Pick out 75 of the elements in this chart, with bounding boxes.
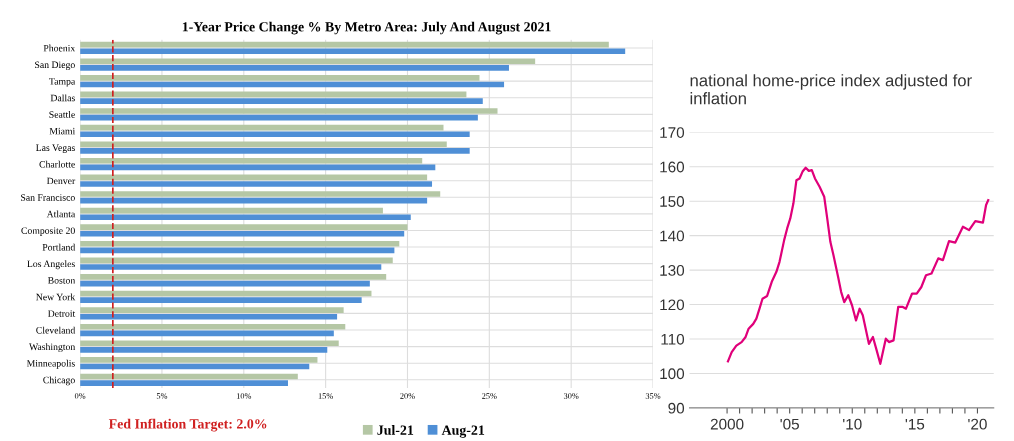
bar [80,230,405,237]
x-tick-label: 15% [318,393,333,399]
x-tick-label: '05 [780,418,799,430]
bar [80,181,433,187]
bar [80,157,423,164]
y-tick-label: Los Angeles [27,260,75,270]
bar [80,347,328,353]
y-tick-label: Seattle [49,110,75,118]
y-tick-label: Minneapolis [26,359,75,369]
bar [80,58,536,65]
y-tick-label: Charlotte [39,160,75,168]
bar [80,141,447,148]
bar [80,75,480,81]
line-series [726,166,990,365]
chart-title: 1-Year Price Change % By Metro Area: July And August 2021 [182,21,551,35]
y-tick-label: 170 [660,127,685,138]
y-tick-label: Las Vegas [36,144,75,153]
y-tick-label: Phoenix [43,44,76,52]
x-tick-label: 35% [645,393,661,399]
y-tick-label: 160 [660,161,685,173]
y-tick-label: San Diego [35,61,75,71]
y-tick-label: 120 [660,299,685,311]
y-tick-label: New York [36,293,76,301]
bar [80,98,483,104]
bar [80,65,509,71]
x-tick-label: 0% [74,393,86,399]
bar [80,297,362,303]
y-tick-label: Dallas [50,94,75,102]
x-tick-label: 10% [236,393,252,399]
bar [80,340,339,347]
y-tick-label: 140 [660,230,685,242]
y-tick-label: 110 [661,333,685,345]
x-tick-label: 20% [400,393,415,399]
y-tick-label: San Francisco [21,194,75,201]
y-tick-label: Denver [46,177,76,185]
x-tick-label: 2000 [710,418,744,430]
bar [80,48,626,55]
y-tick-label: Boston [47,277,76,284]
x-tick-label: '10 [843,418,862,430]
y-tick-label: Tampa [49,78,76,87]
y-tick-label: 150 [660,196,685,207]
bar [80,274,387,280]
y-tick-label: Chicago [43,376,75,386]
bar [80,108,498,114]
y-tick-label: Miami [49,127,76,135]
y-tick-label: Detroit [47,310,76,317]
y-tick-label: Portland [42,243,76,251]
y-tick-label: Washington [29,343,76,353]
legend-label: Jul-21 [377,425,414,435]
bar [80,191,441,197]
bar [80,148,470,154]
bar [80,224,408,230]
y-tick-label: Composite 20 [21,227,75,236]
y-tick-label: Cleveland [36,326,76,334]
bar [80,307,344,313]
bar [80,323,346,330]
bar [80,357,318,363]
bar [80,214,411,221]
x-tick-label: 5% [156,393,168,399]
y-tick-label: Atlanta [46,210,76,218]
x-tick-label: 25% [482,393,497,399]
x-tick-label: 30% [563,393,579,399]
bar [80,264,382,270]
bar [80,380,288,386]
legend-label: Aug-21 [441,425,485,438]
y-tick-label: 100 [660,368,685,380]
chart-title: national home-price index adjusted for inflation [690,74,972,105]
ref-line-label: Fed Inflation Target: 2.0% [108,418,267,432]
bar [80,313,338,320]
x-tick-label: '15 [905,418,925,430]
bar [80,131,470,138]
y-tick-label: 90 [668,402,685,414]
bar [80,240,400,247]
x-tick-label: '20 [968,418,987,430]
y-tick-label: 130 [660,264,685,276]
